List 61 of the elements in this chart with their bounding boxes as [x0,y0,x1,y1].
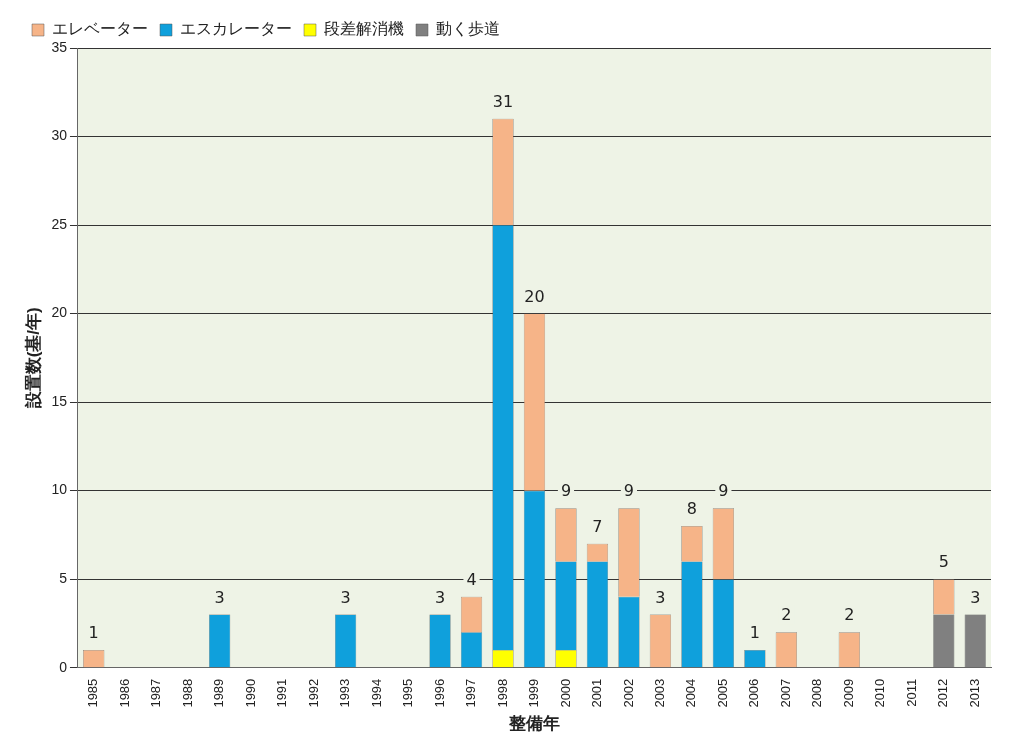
total-label: 2 [781,605,792,625]
x-tick-label: 1991 [274,678,290,708]
x-tick-label: 2004 [683,678,699,708]
x-tick-label: 2000 [557,678,573,708]
y-tick-label: 25 [51,215,68,232]
x-tick-label: 2009 [840,678,856,708]
total-label: 2 [844,605,855,625]
total-label: 9 [718,481,729,501]
y-tick-label: 20 [51,304,68,321]
y-tick-label: 15 [51,392,68,409]
total-label: 31 [492,91,514,111]
x-tick-label: 1987 [148,678,164,708]
x-tick-label: 1998 [494,678,510,708]
x-tick-label: 1990 [242,678,258,708]
x-tick-label: 2013 [966,678,982,708]
x-tick-label: 1985 [85,678,101,708]
total-label: 9 [623,481,635,501]
x-tick-label: 1992 [305,678,321,708]
x-tick-label: 1989 [211,678,227,708]
total-label: 8 [686,499,697,519]
total-label: 5 [938,552,949,572]
x-tick-label: 2012 [935,678,951,708]
total-label: 1 [749,623,760,643]
total-label: 3 [970,587,981,607]
x-tick-label: 2006 [746,678,762,708]
x-tick-label: 2003 [652,678,667,708]
total-label: 4 [466,570,477,590]
x-tick-label: 1988 [179,678,195,708]
x-tick-label: 1994 [368,678,384,708]
legend-label: 段差解消機 [324,20,404,38]
y-tick-label: 10 [51,481,68,498]
x-tick-label: 1993 [337,678,353,708]
y-tick-label: 5 [59,570,68,587]
total-label: 9 [560,481,572,501]
total-label: 3 [214,587,225,607]
x-tick-label: 1995 [400,678,416,708]
x-tick-label: 1999 [526,678,542,708]
total-label: 3 [655,587,666,607]
x-tick-label: 1986 [116,678,132,708]
total-label: 3 [340,587,351,607]
total-label: 20 [524,286,545,306]
legend-label: 動く歩道 [436,20,500,38]
x-tick-label: 2002 [620,678,636,708]
total-label: 3 [434,587,446,607]
x-tick-label: 2008 [809,678,825,708]
x-tick-label: 2011 [903,678,919,707]
x-tick-label: 2007 [777,678,793,708]
x-tick-label: 2010 [872,678,888,708]
x-tick-label: 2001 [589,678,605,708]
legend-label: エスカレーター [180,20,292,38]
legend-label: エレベーター [52,20,148,38]
y-axis-title: 設置数(基/年) [23,307,43,410]
total-label: 7 [592,516,603,536]
y-tick-label: 0 [59,658,68,675]
x-axis-title: 整備年 [507,714,560,734]
x-tick-label: 1997 [463,678,479,708]
y-tick-label: 30 [51,127,68,144]
total-label: 1 [88,623,99,643]
x-tick-label: 1996 [431,678,447,708]
x-tick-label: 2005 [714,678,730,708]
y-tick-label: 35 [51,38,68,55]
